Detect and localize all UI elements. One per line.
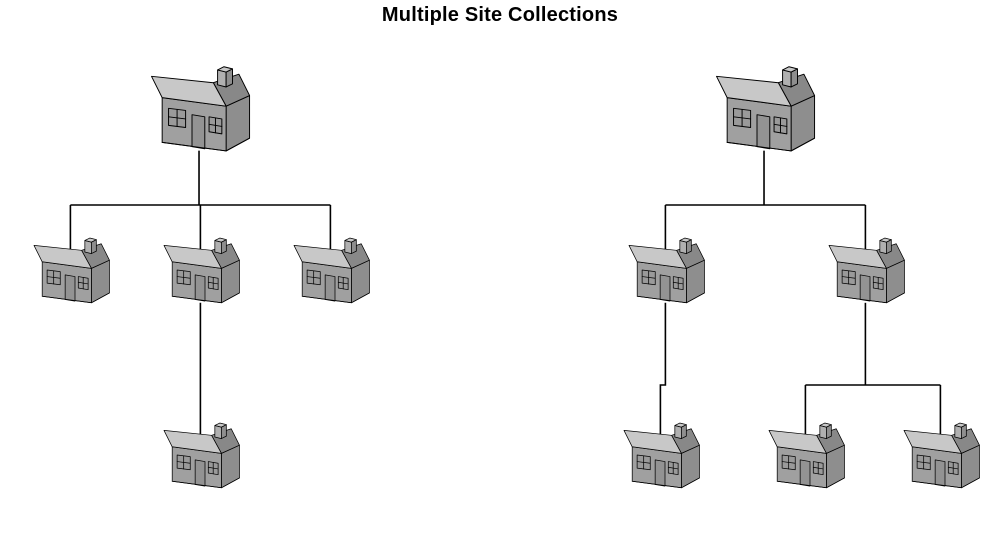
house-icon (624, 229, 716, 311)
house-icon (159, 229, 251, 311)
house-icon (710, 55, 830, 162)
diagram-canvas: Multiple Site Collections (0, 0, 1000, 537)
house-icon (824, 229, 916, 311)
house-icon (145, 55, 265, 162)
house-icon (764, 414, 856, 496)
house-icon (289, 229, 381, 311)
house-icon (29, 229, 121, 311)
house-icon (159, 414, 251, 496)
house-icon (899, 414, 991, 496)
house-icon (619, 414, 711, 496)
